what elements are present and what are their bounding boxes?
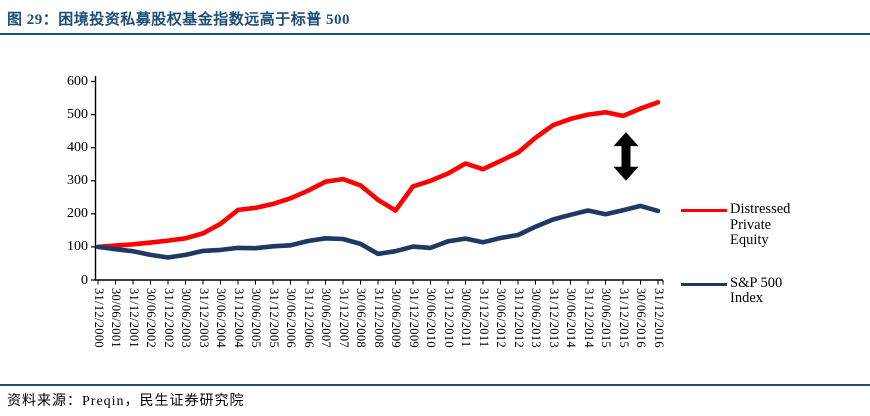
x-tick-label: 31/12/2014 bbox=[581, 288, 596, 348]
x-tick-label: 30/06/2009 bbox=[389, 288, 403, 348]
x-tick-label: 31/12/2012 bbox=[511, 288, 526, 348]
x-tick-label: 30/06/2008 bbox=[354, 288, 368, 348]
x-tick-label: 30/06/2012 bbox=[494, 288, 508, 348]
x-tick-label: 31/12/2003 bbox=[196, 288, 211, 348]
legend-item-sp500-index: S&P 500 Index bbox=[681, 274, 811, 307]
title-divider bbox=[0, 33, 870, 35]
x-tick-label: 31/12/2016 bbox=[651, 288, 666, 348]
x-tick-label: 31/12/2006 bbox=[301, 288, 316, 348]
x-tick-label: 30/06/2007 bbox=[319, 288, 333, 348]
x-tick-label: 30/06/2011 bbox=[459, 288, 473, 348]
x-tick-label: 31/12/2004 bbox=[231, 288, 246, 348]
x-tick-label: 31/12/2007 bbox=[336, 288, 351, 348]
x-tick-label: 31/12/2011 bbox=[476, 288, 491, 348]
legend-line-red bbox=[681, 209, 727, 212]
y-tick-label: 0 bbox=[81, 272, 88, 288]
y-tick-label: 600 bbox=[67, 74, 88, 89]
y-tick-label: 300 bbox=[67, 173, 88, 189]
y-tick-label: 200 bbox=[67, 206, 88, 222]
x-tick-label: 31/12/2015 bbox=[616, 288, 631, 348]
x-tick-label: 31/12/2009 bbox=[406, 288, 421, 348]
x-tick-label: 30/06/2016 bbox=[634, 288, 648, 348]
x-tick-label: 31/12/2010 bbox=[441, 288, 456, 348]
x-tick-label: 30/06/2001 bbox=[109, 288, 123, 348]
legend-line-navy bbox=[681, 282, 727, 286]
chart-area: 0 100 200 300 400 500 600 31/12/2000 30/06/2001… bbox=[0, 36, 870, 382]
source-note: 资料来源：Preqin，民生证券研究院 bbox=[7, 394, 245, 409]
gap-double-arrow bbox=[613, 132, 639, 181]
x-tick-label: 31/12/2008 bbox=[371, 288, 386, 348]
x-tick-label: 30/06/2005 bbox=[249, 288, 263, 348]
x-tick-label: 31/12/2013 bbox=[546, 288, 561, 348]
legend-label-sp500-index: S&P 500 Index bbox=[730, 274, 783, 306]
y-tick-label: 100 bbox=[67, 239, 88, 255]
x-tick-label: 30/06/2006 bbox=[284, 288, 298, 348]
footer-divider bbox=[0, 384, 870, 386]
x-tick-label: 30/06/2004 bbox=[214, 288, 228, 348]
x-tick-label: 30/06/2003 bbox=[179, 288, 193, 348]
figure-title: 图 29：困境投资私募股权基金指数远高于标普 500 bbox=[7, 12, 351, 28]
x-tick-label: 30/06/2010 bbox=[424, 288, 438, 348]
x-tick-label: 31/12/2002 bbox=[161, 288, 176, 348]
x-tick-label: 30/06/2013 bbox=[529, 288, 543, 348]
y-tick-label: 400 bbox=[67, 140, 88, 156]
x-tick-label: 30/06/2015 bbox=[599, 288, 613, 348]
legend-label-distressed-private-equity: Distressed Private Equity bbox=[730, 201, 791, 248]
x-tick-label: 30/06/2014 bbox=[564, 288, 578, 348]
legend-item-distressed-private-equity: Distressed Private Equity bbox=[681, 201, 811, 249]
x-tick-label: 30/06/2002 bbox=[144, 288, 158, 348]
chart-canvas bbox=[91, 76, 664, 285]
legend: Distressed Private Equity S&P 500 Index bbox=[681, 201, 811, 307]
x-tick-label: 31/12/2001 bbox=[126, 288, 141, 348]
y-tick-label: 500 bbox=[67, 107, 88, 123]
x-tick-label: 31/12/2005 bbox=[266, 288, 281, 348]
x-tick-label: 31/12/2000 bbox=[91, 288, 106, 348]
